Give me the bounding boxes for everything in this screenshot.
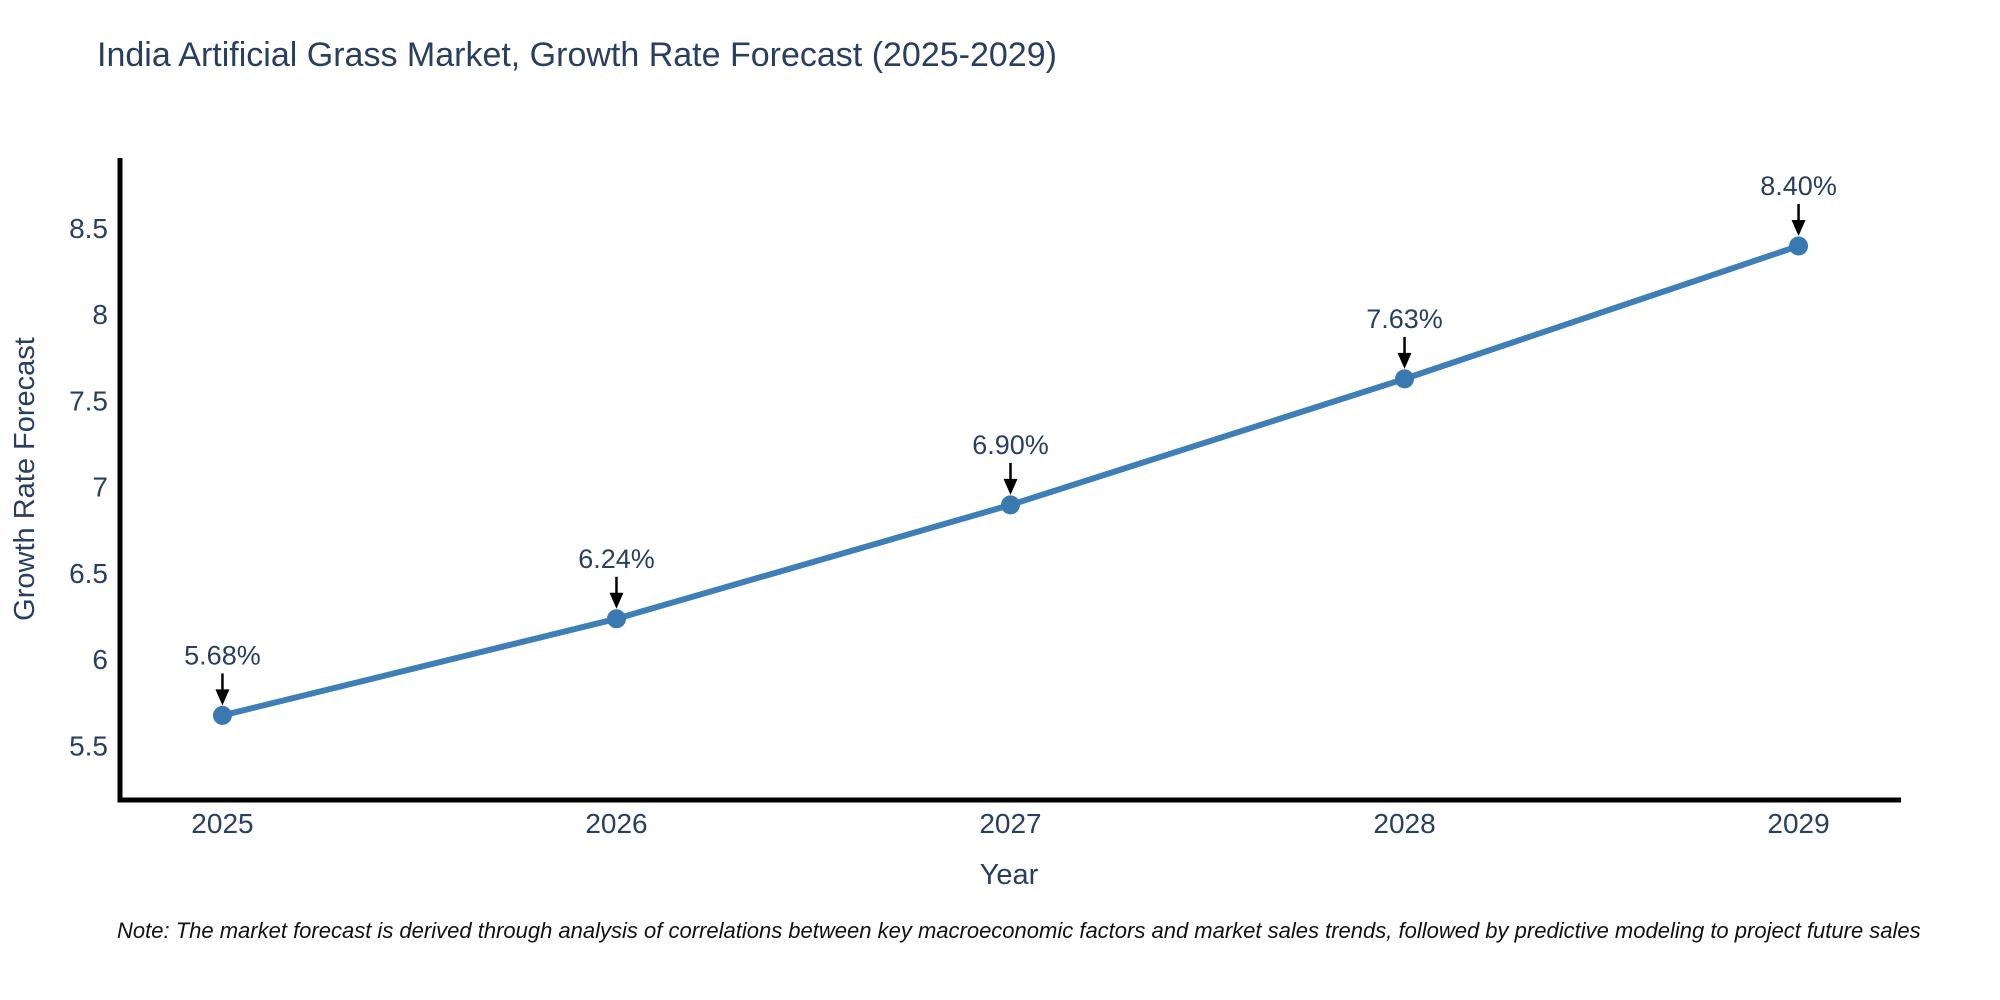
- data-point-label: 7.63%: [1366, 304, 1443, 334]
- chart-title: India Artificial Grass Market, Growth Ra…: [97, 36, 1057, 74]
- data-point-label: 6.24%: [578, 544, 655, 574]
- data-point-marker: [1395, 369, 1415, 389]
- y-tick-label: 7: [92, 472, 108, 503]
- annotation-arrow-head-icon: [215, 689, 230, 706]
- x-tick-label: 2029: [1767, 808, 1829, 839]
- annotation-arrow-head-icon: [1397, 352, 1412, 369]
- y-tick-label: 8.5: [69, 213, 108, 244]
- data-point-label: 5.68%: [184, 640, 261, 670]
- data-point-markers: [212, 236, 1809, 725]
- x-tick-label: 2027: [979, 808, 1041, 839]
- data-point-marker: [1001, 495, 1020, 515]
- y-tick-label: 5.5: [69, 731, 108, 762]
- annotation-arrow-head-icon: [609, 592, 624, 609]
- data-point-marker: [606, 609, 626, 629]
- data-point-annotations: 5.68% 6.24% 6.90% 7.63% 8.40%: [184, 171, 1837, 706]
- data-point-marker: [1789, 236, 1809, 256]
- y-axis-title: Growth Rate Forecast: [9, 337, 41, 621]
- y-tick-label: 8: [92, 299, 108, 330]
- x-axis-title: Year: [980, 859, 1039, 891]
- data-point-label: 8.40%: [1760, 171, 1837, 201]
- y-tick-label: 6: [92, 644, 108, 675]
- annotation-arrow-head-icon: [1791, 220, 1806, 237]
- y-tick-label: 6.5: [69, 558, 108, 589]
- x-axis-tick-labels: 2025 2026 2027 2028 2029: [191, 808, 1829, 839]
- data-point-label: 6.90%: [972, 430, 1049, 460]
- footnote: Note: The market forecast is derived thr…: [117, 918, 1921, 943]
- y-tick-label: 7.5: [69, 385, 108, 416]
- annotation-arrow-head-icon: [1003, 478, 1018, 495]
- x-tick-label: 2028: [1373, 808, 1435, 839]
- x-tick-label: 2025: [191, 808, 253, 839]
- y-axis-tick-labels: 5.5 6 6.5 7 7.5 8 8.5: [69, 213, 108, 762]
- data-point-marker: [212, 705, 232, 725]
- x-tick-label: 2026: [585, 808, 647, 839]
